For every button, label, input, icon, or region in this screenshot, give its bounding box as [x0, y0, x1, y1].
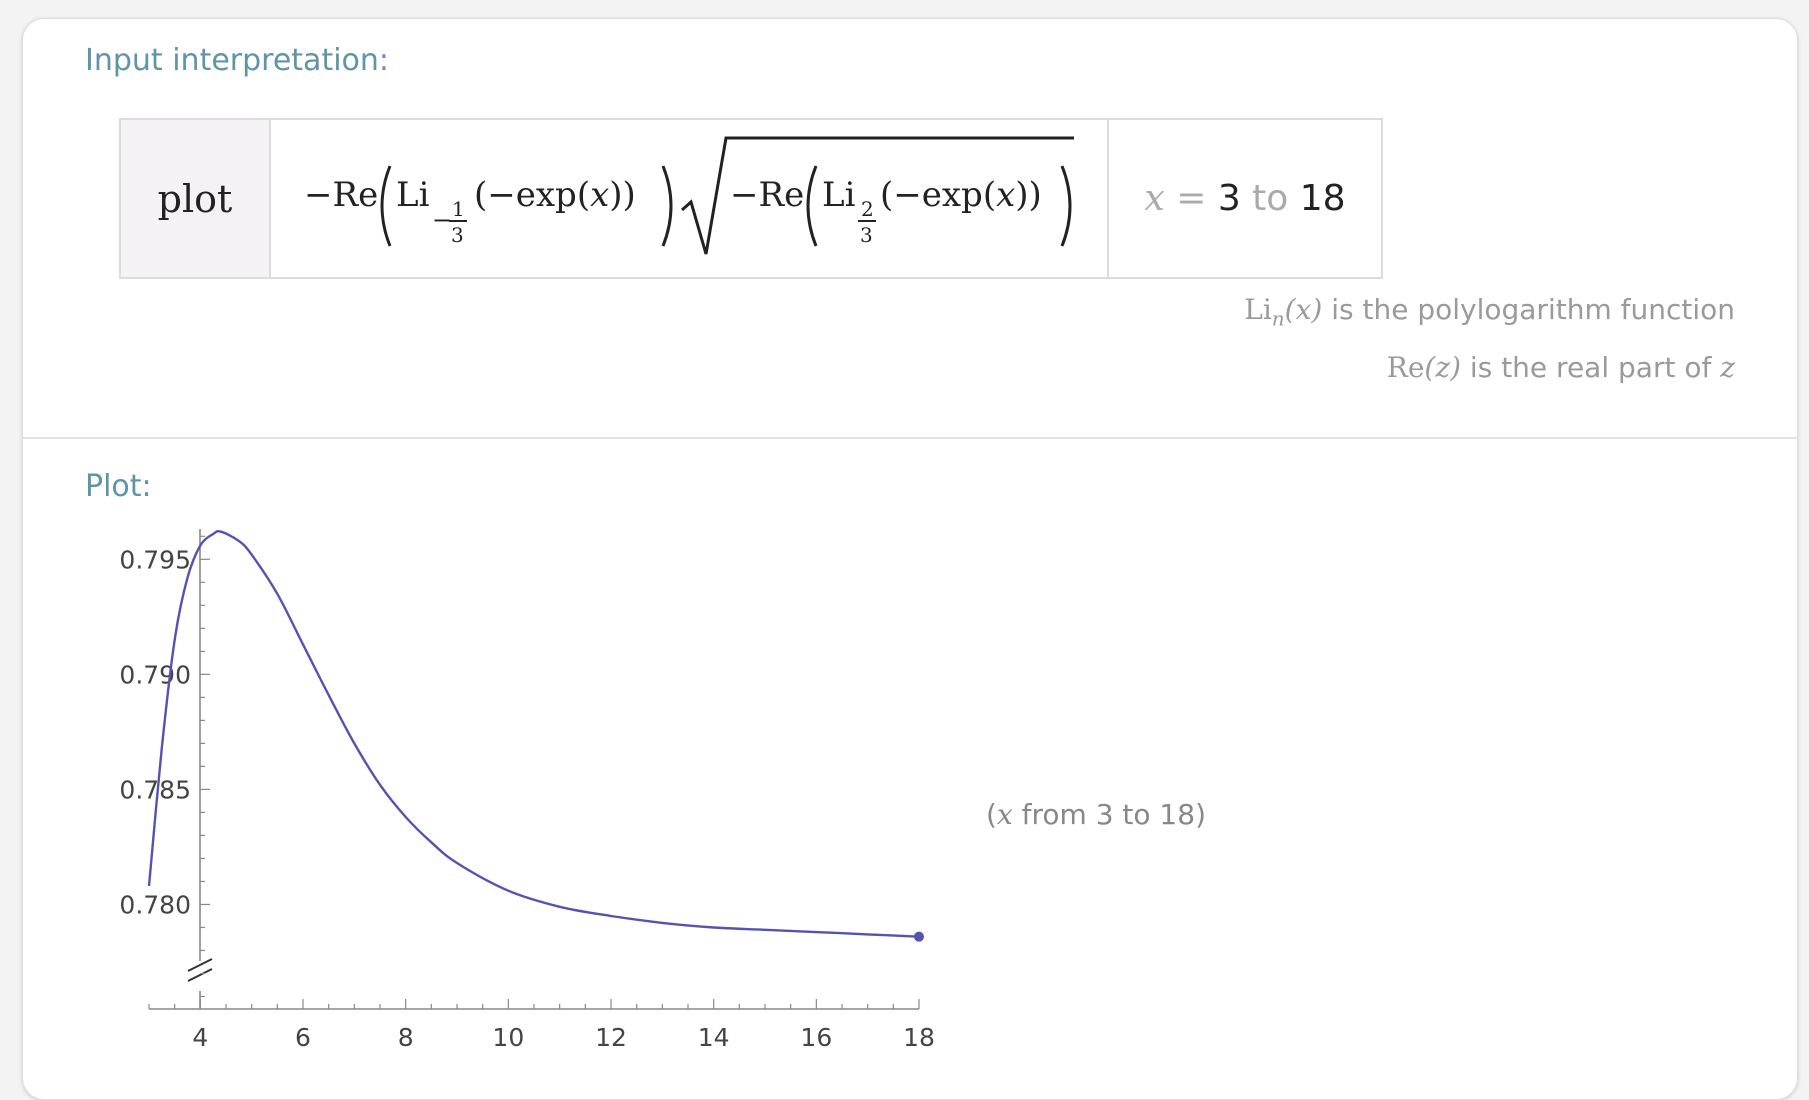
x-tick-label: 14 [698, 1023, 730, 1052]
command-cell: plot [121, 120, 271, 277]
y-tick-label: 0.780 [119, 890, 191, 919]
svg-text:3: 3 [451, 223, 464, 247]
caption-open: ( [986, 798, 997, 831]
expression-cell: −Re Li − 1 3 (−exp(x)) −Re Li 2 3 (−exp(… [271, 120, 1109, 277]
svg-text:−: − [432, 206, 452, 234]
x-tick-label: 12 [595, 1023, 627, 1052]
x-tick-label: 18 [903, 1023, 935, 1052]
note-polylogarithm: Lin(x) is the polylogarithm function [1035, 293, 1735, 331]
svg-text:(−exp(x)): (−exp(x)) [474, 175, 636, 215]
caption-close: ) [1195, 798, 1206, 831]
y-tick-label: 0.785 [119, 775, 191, 804]
range-cell: x = 3 to 18 [1109, 120, 1381, 277]
x-tick-label: 4 [192, 1023, 208, 1052]
range-variable: x [1144, 178, 1165, 219]
range-from: 3 [1217, 178, 1241, 219]
x-tick-label: 16 [800, 1023, 832, 1052]
line-plot: 4 6 8 10 12 14 16 18 0.780 0.785 0.790 0.795 [119, 529, 935, 1052]
note-tail-z: z [1720, 351, 1735, 384]
caption-variable: x [996, 798, 1013, 831]
svg-text:(−exp(x)): (−exp(x)) [880, 175, 1042, 215]
note-fn-re: Re [1386, 351, 1425, 384]
range-to: 18 [1299, 178, 1346, 219]
range-to-word: to [1252, 178, 1289, 219]
svg-text:2: 2 [861, 197, 874, 221]
note-arg-x: (x) [1284, 293, 1323, 326]
note-real-part: Re(z) is the real part of z [1035, 351, 1735, 384]
y-tick-label: 0.795 [119, 545, 191, 574]
note-sub-n: n [1271, 306, 1285, 331]
note-text-real: is the real part of [1461, 351, 1721, 384]
input-pod-title: Input interpretation: [85, 43, 390, 78]
axis-break-mark [187, 968, 213, 982]
pod-divider [23, 437, 1797, 439]
svg-text:Li: Li [396, 175, 430, 215]
note-fn-li: Li [1244, 293, 1272, 326]
note-arg-z: (z) [1424, 351, 1462, 384]
y-tick-label: 0.790 [119, 660, 191, 689]
plot-caption: (x from 3 to 18) [986, 798, 1206, 831]
axis-break-mark [187, 958, 213, 972]
expression-formula: −Re Li − 1 3 (−exp(x)) −Re Li 2 3 (−exp(… [304, 136, 1074, 255]
input-interpretation-table: plot −Re Li − 1 3 (−exp(x)) −Re Li 2 3 (… [119, 118, 1383, 279]
data-curve [147, 530, 920, 938]
svg-text:−Re: −Re [304, 175, 378, 215]
svg-text:1: 1 [452, 197, 465, 221]
caption-text: from 3 to 18 [1012, 798, 1196, 831]
x-tick-label: 6 [295, 1023, 311, 1052]
range-equals: = [1176, 178, 1207, 219]
plot-pod-title: Plot: [85, 469, 152, 504]
x-tick-label: 10 [492, 1023, 524, 1052]
svg-text:−Re: −Re [730, 175, 804, 215]
svg-text:3: 3 [860, 223, 873, 247]
pod-card: Input interpretation: plot −Re Li − 1 3 … [22, 18, 1798, 1100]
x-tick-label: 8 [398, 1023, 414, 1052]
curve-endpoint [914, 931, 924, 942]
svg-text:Li: Li [822, 175, 856, 215]
note-text-polylog: is the polylogarithm function [1322, 293, 1735, 326]
